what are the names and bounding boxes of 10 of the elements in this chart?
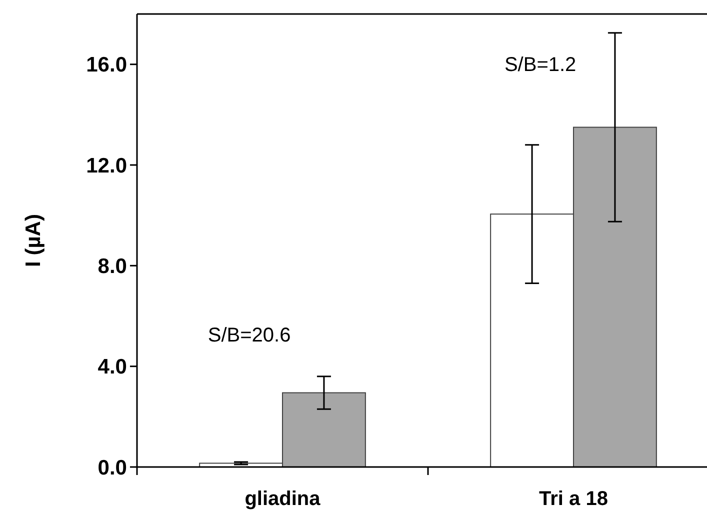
y-tick-label: 16.0: [86, 54, 127, 77]
y-tick-label: 12.0: [86, 154, 127, 178]
y-tick-label: 4.0: [98, 356, 127, 379]
annotation: S/B=20.6: [208, 324, 291, 346]
annotation: S/B=1.2: [504, 54, 576, 76]
x-tick-label: gliadina: [244, 488, 322, 510]
y-axis-title: I (µA): [22, 214, 45, 267]
y-tick-label: 8.0: [98, 255, 127, 278]
y-tick-label: 0.0: [98, 456, 127, 480]
x-tick-label: Tri a 18: [539, 488, 608, 510]
